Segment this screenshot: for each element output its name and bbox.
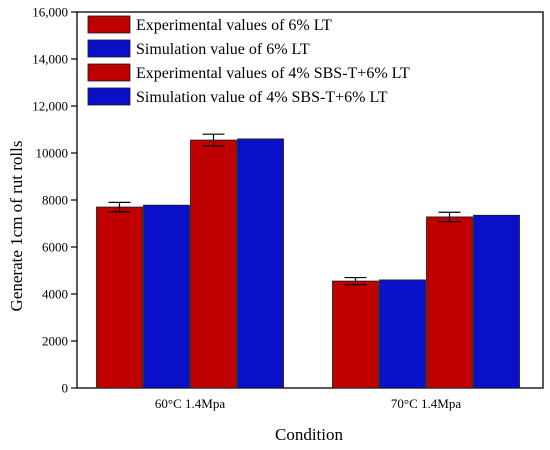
bar: [332, 280, 379, 389]
legend-swatch: [87, 15, 131, 34]
bar: [426, 216, 473, 389]
bar: [190, 139, 237, 389]
x-category-label: 70°C 1.4Mpa: [391, 396, 461, 411]
y-tick-label: 4000: [42, 287, 68, 302]
y-tick-label: 2000: [42, 334, 68, 349]
legend-entry: Experimental values of 4% SBS-T+6% LT: [136, 65, 410, 82]
y-axis-title: Generate 1cm of rut rolls: [7, 141, 26, 312]
x-category-label: 60°C 1.4Mpa: [155, 396, 225, 411]
legend-entry: Experimental values of 6% LT: [136, 17, 332, 34]
y-tick-label: 8000: [42, 193, 68, 208]
legend-entry: Simulation value of 6% LT: [136, 41, 310, 58]
legend-swatch: [87, 39, 131, 58]
y-tick-label: 0: [62, 381, 69, 396]
y-tick-label: 16,000: [32, 5, 68, 20]
y-tick-label: 6000: [42, 240, 68, 255]
bar: [96, 206, 143, 389]
legend-swatch: [87, 87, 131, 106]
bar: [237, 138, 284, 389]
legend-entry: Simulation value of 4% SBS-T+6% LT: [136, 89, 388, 106]
legend-swatch: [87, 63, 131, 82]
y-tick-label: 14,000: [32, 52, 68, 67]
bar: [143, 204, 190, 389]
bar: [379, 279, 426, 389]
y-tick-label: 12,000: [32, 99, 68, 114]
x-axis-title: Condition: [275, 425, 344, 444]
y-tick-label: 10000: [36, 146, 69, 161]
bar: [473, 214, 520, 389]
